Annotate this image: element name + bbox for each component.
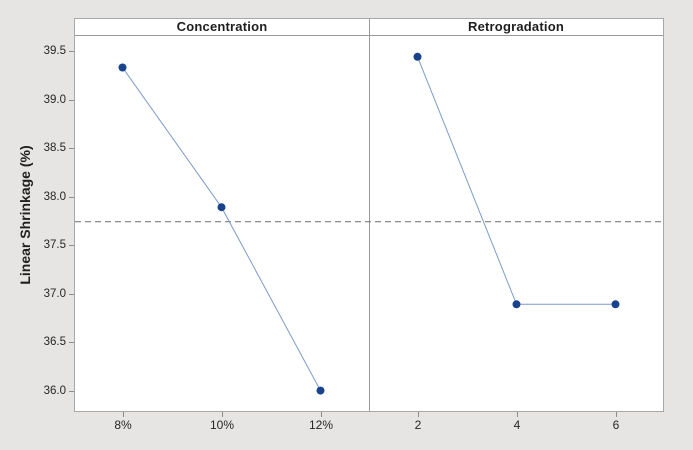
x-axis-tick xyxy=(222,412,223,417)
data-point xyxy=(316,386,325,395)
x-axis-tick xyxy=(517,412,518,417)
y-axis-tick xyxy=(69,100,74,101)
x-tick-label: 4 xyxy=(513,418,521,432)
x-tick-label: 6 xyxy=(612,418,620,432)
data-point xyxy=(611,300,620,309)
series-line-concentration xyxy=(122,67,321,391)
y-axis-tick xyxy=(69,294,74,295)
panel-header-band: Concentration Retrogradation xyxy=(75,19,663,35)
data-point xyxy=(413,52,422,61)
panel-title-concentration: Concentration xyxy=(176,19,268,34)
y-tick-label: 39.0 xyxy=(43,94,66,106)
y-axis-tick xyxy=(69,51,74,52)
series-line-retrogradation xyxy=(417,56,616,305)
x-axis-tick xyxy=(616,412,617,417)
x-axis-tick xyxy=(321,412,322,417)
y-tick-label: 36.5 xyxy=(43,336,66,348)
x-axis-tick xyxy=(418,412,419,417)
plot-frame: Concentration Retrogradation xyxy=(74,18,664,412)
y-tick-label: 37.5 xyxy=(43,239,66,251)
y-tick-label: 37.0 xyxy=(43,288,66,300)
y-tick-label: 38.5 xyxy=(43,142,66,154)
y-tick-label: 39.5 xyxy=(43,45,66,57)
y-axis-tick xyxy=(69,391,74,392)
panel-title-retrogradation: Retrogradation xyxy=(468,19,564,34)
x-tick-label: 8% xyxy=(114,418,132,432)
y-tick-label: 38.0 xyxy=(43,191,66,203)
data-point xyxy=(118,63,127,72)
y-axis-tick xyxy=(69,245,74,246)
y-axis-tick xyxy=(69,148,74,149)
data-point xyxy=(217,203,226,212)
y-axis-tick xyxy=(69,342,74,343)
x-axis-tick xyxy=(123,412,124,417)
y-axis-tick xyxy=(69,197,74,198)
y-tick-label: 36.0 xyxy=(43,385,66,397)
x-tick-label: 10% xyxy=(209,418,235,432)
panel-divider xyxy=(369,19,370,411)
x-tick-label: 2 xyxy=(414,418,422,432)
x-tick-label: 12% xyxy=(308,418,334,432)
data-point xyxy=(512,300,521,309)
